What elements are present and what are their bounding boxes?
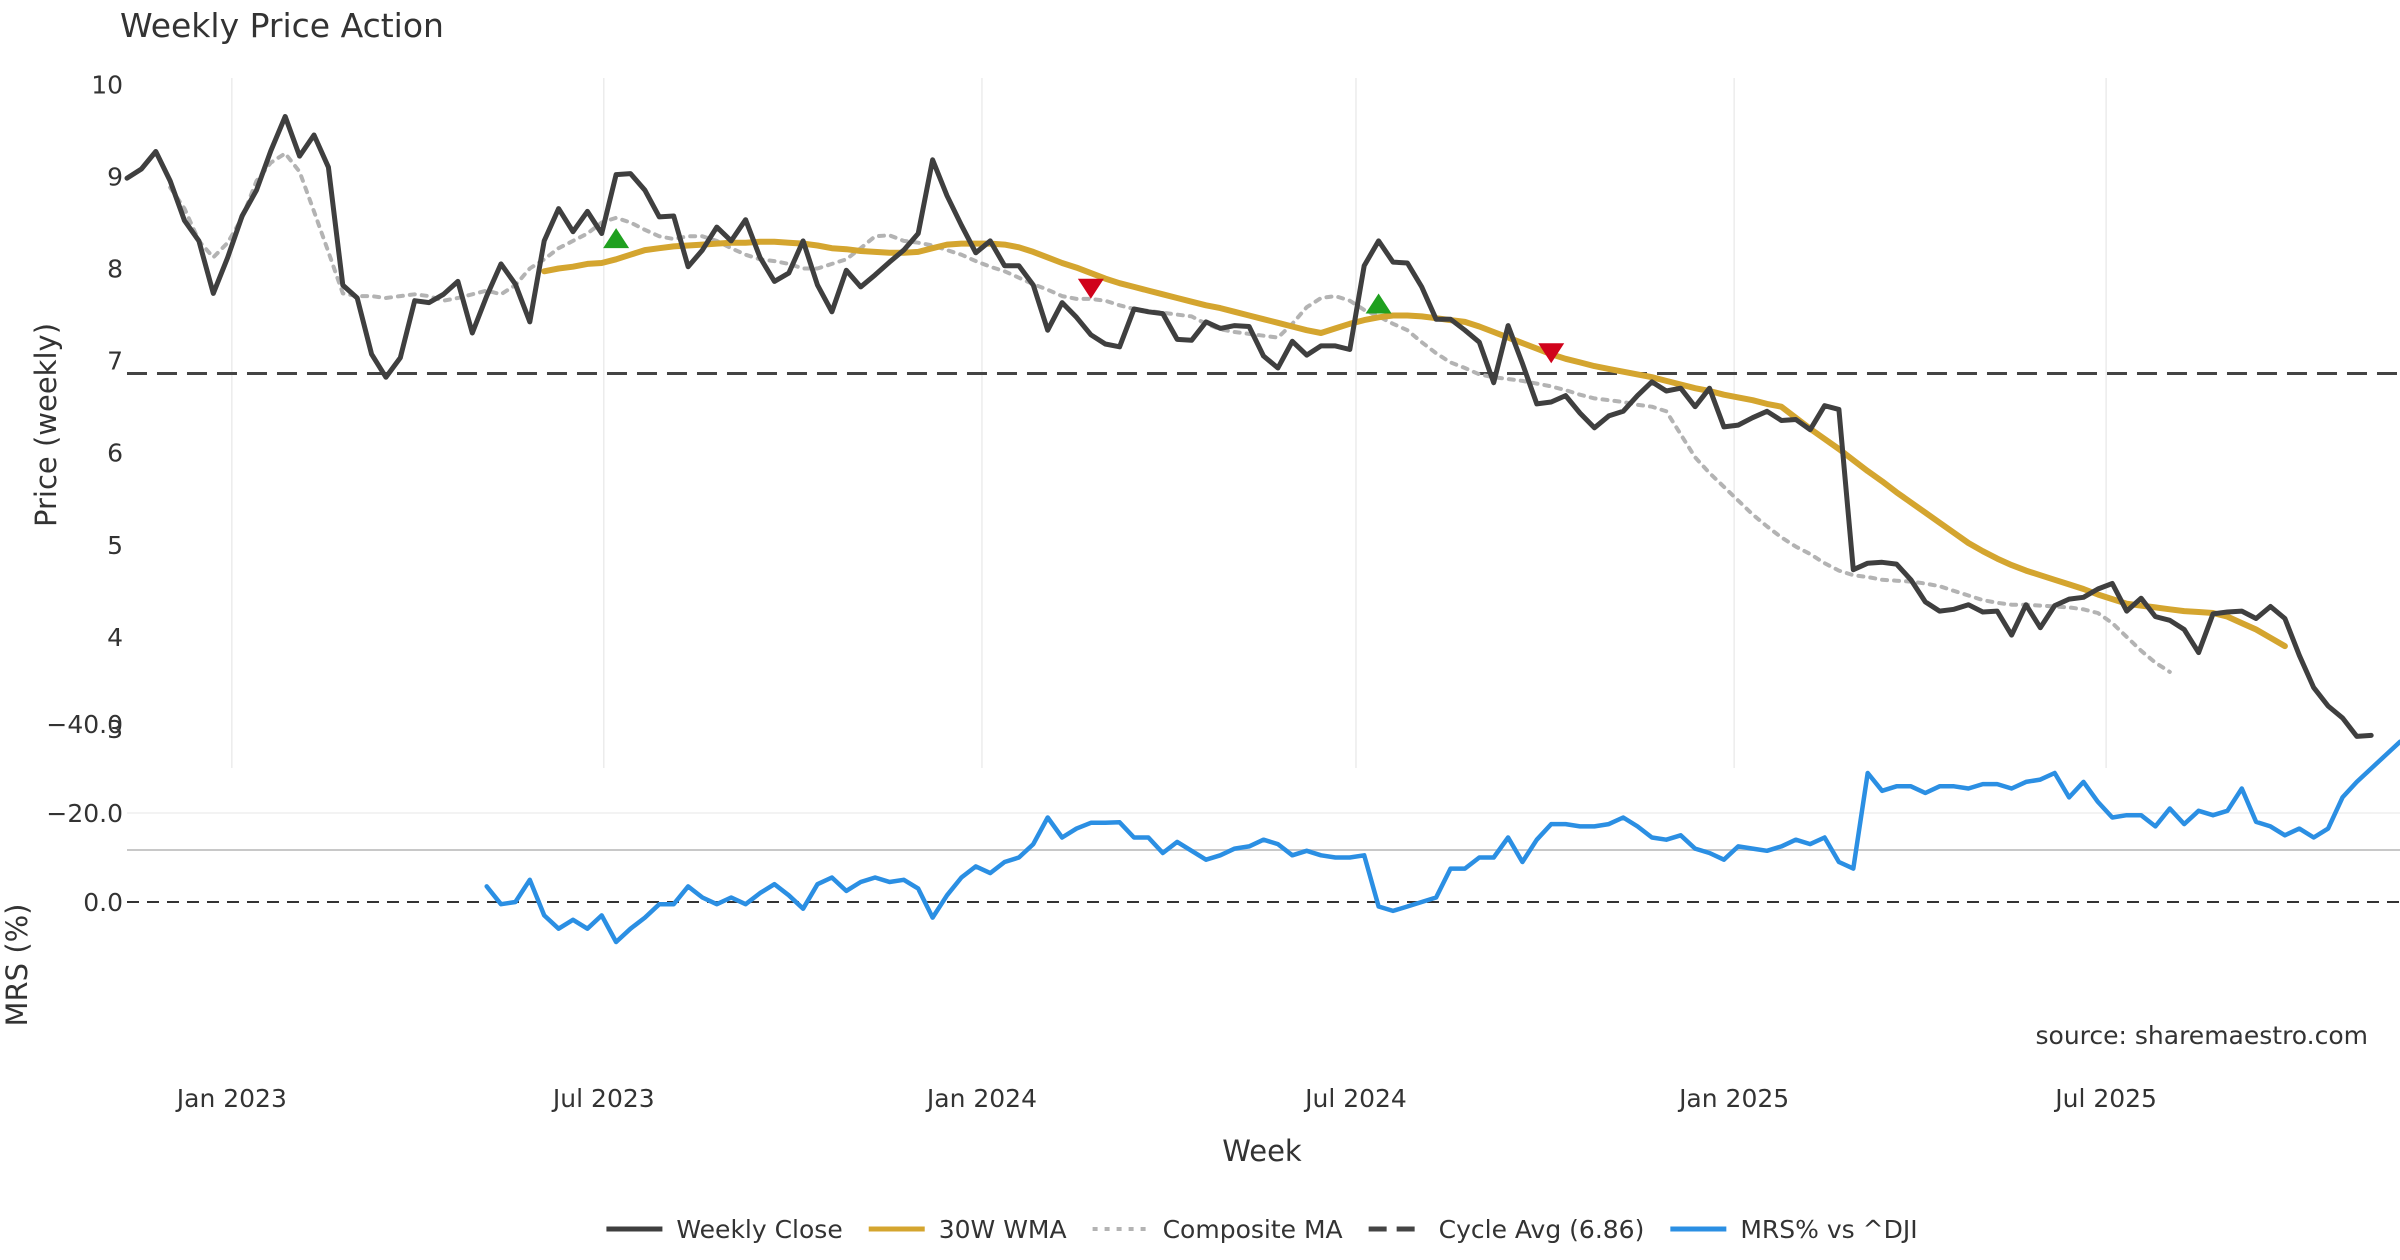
x-tick-jul-2024: Jul 2024 [1303,1084,1407,1113]
legend-label-mrs-vs-dji: MRS% vs ^DJI [1740,1215,1917,1244]
sell-signal-marker-2 [1077,278,1104,299]
y-tick-4: 4 [107,623,123,652]
chart-title: Weekly Price Action [120,6,444,45]
legend-label-weekly-close: Weekly Close [676,1215,842,1244]
top-panel-gridlines [231,78,2107,768]
x-tick-jul-2025: Jul 2025 [2053,1084,2157,1113]
y-tick-9: 9 [107,162,123,191]
bottom-y-tick-minus-40-0: −40.0 [46,710,123,739]
x-tick-jan-2024: Jan 2024 [925,1084,1037,1113]
bottom-panel-gridlines [127,812,2400,903]
mrs-series-group [484,739,2400,945]
x-axis-ticks: Jan 2023 Jul 2023 Jan 2024 Jul 2024 Jan 2025… [175,1084,2157,1113]
x-axis-label: Week [1222,1134,1302,1168]
y-tick-3: 3 [107,715,123,744]
top-panel-y-axis-label: Price (weekly) [29,323,63,527]
legend: Weekly Close 30W WMA Composite MA Cycle Avg… [606,1215,1918,1244]
signal-markers-group [603,228,1565,364]
bottom-y-tick-minus-20-0: −20.0 [46,799,123,828]
series-mrs-vs-dji [484,739,2400,945]
bottom-panel-y-ticks: 0.0 −20.0 −40.0 [46,710,123,917]
y-tick-10: 10 [91,70,123,99]
sell-signal-marker-4 [1538,343,1565,364]
x-tick-jul-2023: Jul 2023 [551,1084,655,1113]
x-tick-jan-2023: Jan 2023 [175,1084,287,1113]
y-tick-7: 7 [107,347,123,376]
bottom-panel-y-axis-label: MRS (%) [0,904,34,1027]
y-tick-8: 8 [107,255,123,284]
buy-signal-marker-3 [1365,293,1392,314]
bottom-y-tick-0-0: 0.0 [83,888,123,917]
y-tick-5: 5 [107,531,123,560]
price-series-group [124,114,2400,739]
series-composite-ma [168,151,2172,674]
top-panel-y-ticks: 3 4 5 6 7 8 9 10 [91,70,123,744]
buy-signal-marker-1 [603,228,630,249]
y-tick-6: 6 [107,439,123,468]
series-30w-wma [541,238,2288,650]
series-weekly-close [124,114,2374,739]
legend-label-cycle-avg-6-86: Cycle Avg (6.86) [1439,1215,1645,1244]
legend-label-30w-wma: 30W WMA [939,1215,1067,1244]
source-annotation: source: sharemaestro.com [2036,1021,2369,1050]
legend-label-composite-ma: Composite MA [1163,1215,1343,1244]
x-tick-jan-2025: Jan 2025 [1677,1084,1789,1113]
